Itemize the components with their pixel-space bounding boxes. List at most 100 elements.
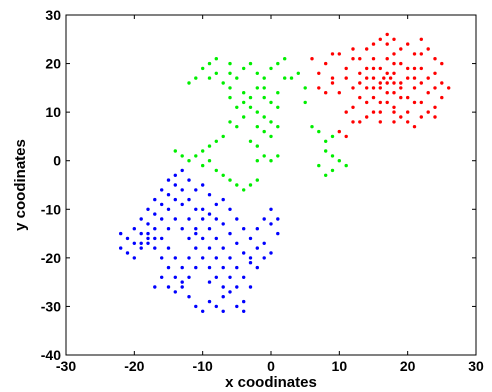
data-point-series-0-69 — [399, 47, 403, 51]
data-point-series-2-20 — [255, 246, 259, 250]
data-point-series-0-5 — [344, 66, 348, 71]
data-point-series-1-46 — [207, 159, 212, 163]
data-point-series-2-56 — [214, 304, 218, 309]
data-point-series-2-19 — [248, 236, 253, 241]
data-point-series-1-74 — [317, 129, 321, 134]
data-point-series-1-77 — [276, 154, 280, 158]
data-point-series-0-72 — [358, 57, 362, 61]
data-point-series-2-80 — [207, 265, 212, 270]
data-point-series-2-9 — [180, 168, 184, 173]
data-point-series-0-29 — [419, 115, 423, 119]
data-point-series-1-43 — [180, 154, 184, 158]
data-point-series-0-84 — [433, 115, 437, 119]
data-point-series-1-79 — [228, 61, 232, 66]
data-point-series-0-53 — [412, 86, 417, 90]
data-point-series-0-31 — [406, 110, 410, 114]
data-point-series-0-0 — [310, 57, 314, 61]
data-point-series-0-36 — [371, 110, 376, 114]
data-point-series-2-81 — [214, 275, 218, 279]
data-point-series-2-1 — [125, 236, 130, 241]
data-point-series-2-99 — [201, 207, 205, 211]
data-point-series-2-43 — [146, 231, 150, 236]
data-point-series-1-48 — [221, 173, 225, 177]
data-point-series-2-94 — [166, 227, 171, 231]
data-point-series-2-65 — [194, 246, 198, 250]
data-point-series-2-71 — [235, 285, 239, 289]
data-point-series-1-58 — [242, 91, 246, 95]
data-point-series-2-92 — [119, 231, 123, 236]
data-point-series-2-74 — [166, 285, 171, 289]
data-point-series-0-99 — [378, 110, 382, 114]
data-point-series-2-45 — [146, 241, 150, 245]
data-point-series-0-34 — [385, 91, 389, 95]
data-point-series-1-14 — [289, 76, 294, 80]
data-point-series-0-25 — [426, 76, 430, 80]
data-point-series-1-1 — [207, 61, 212, 66]
data-point-series-0-91 — [406, 66, 410, 71]
data-point-series-1-73 — [310, 125, 314, 129]
data-point-series-2-61 — [166, 246, 171, 250]
data-point-series-2-26 — [146, 236, 150, 241]
data-point-series-2-25 — [139, 246, 143, 250]
data-point-series-1-54 — [187, 81, 191, 85]
data-point-series-1-39 — [207, 144, 212, 148]
data-point-series-2-22 — [269, 251, 273, 255]
data-point-series-0-46 — [378, 86, 382, 90]
x-axis-label: x coodinates — [225, 374, 317, 391]
data-point-series-1-49 — [228, 178, 232, 182]
data-point-series-0-57 — [440, 81, 444, 85]
data-point-series-1-30 — [248, 139, 253, 143]
data-point-series-0-21 — [412, 52, 417, 56]
data-point-series-0-27 — [440, 95, 444, 100]
data-point-series-2-83 — [255, 227, 259, 231]
data-point-series-1-8 — [248, 61, 253, 66]
data-point-series-2-70 — [228, 275, 232, 279]
data-point-series-2-102 — [221, 222, 225, 226]
data-point-series-1-69 — [324, 139, 328, 143]
data-point-series-2-31 — [180, 188, 184, 192]
data-point-series-0-30 — [412, 100, 417, 105]
data-point-series-2-96 — [180, 227, 184, 231]
data-point-series-2-97 — [187, 217, 191, 221]
data-point-series-2-46 — [153, 246, 157, 250]
data-point-series-2-23 — [276, 231, 280, 236]
data-point-series-1-62 — [324, 149, 328, 153]
data-point-series-2-116 — [221, 309, 225, 313]
data-point-series-2-105 — [242, 251, 246, 255]
data-point-series-1-53 — [255, 178, 259, 182]
data-point-series-2-44 — [153, 236, 157, 241]
data-point-series-0-75 — [351, 105, 355, 110]
data-point-series-2-2 — [132, 227, 136, 231]
data-point-series-0-33 — [392, 105, 396, 110]
data-point-series-2-91 — [125, 251, 130, 255]
data-point-series-1-25 — [269, 120, 273, 124]
data-point-series-0-88 — [330, 52, 335, 56]
data-point-series-0-95 — [419, 52, 423, 56]
data-point-series-0-12 — [337, 129, 341, 134]
data-point-series-2-86 — [276, 217, 280, 221]
data-point-series-0-10 — [344, 110, 348, 114]
data-point-series-2-90 — [132, 241, 136, 245]
data-point-series-1-52 — [248, 183, 253, 187]
data-point-series-2-104 — [235, 241, 239, 245]
data-point-series-1-0 — [201, 66, 205, 71]
data-point-series-1-4 — [221, 81, 225, 85]
data-point-series-2-34 — [201, 217, 205, 221]
data-point-series-0-4 — [337, 52, 341, 56]
data-point-series-2-117 — [242, 309, 246, 313]
data-point-series-2-60 — [242, 299, 246, 304]
data-point-series-2-12 — [201, 183, 205, 187]
data-point-series-1-12 — [276, 61, 280, 66]
data-point-series-1-15 — [296, 71, 300, 76]
data-point-series-1-40 — [201, 149, 205, 153]
data-point-series-2-112 — [180, 202, 184, 207]
data-point-series-2-78 — [194, 265, 198, 270]
data-point-series-2-84 — [262, 217, 266, 221]
data-point-series-2-0 — [119, 246, 123, 250]
data-point-series-2-58 — [228, 290, 232, 294]
data-point-series-0-8 — [351, 86, 355, 90]
data-point-series-0-82 — [440, 61, 444, 66]
data-point-series-1-68 — [317, 163, 321, 168]
data-point-series-1-78 — [242, 100, 246, 105]
